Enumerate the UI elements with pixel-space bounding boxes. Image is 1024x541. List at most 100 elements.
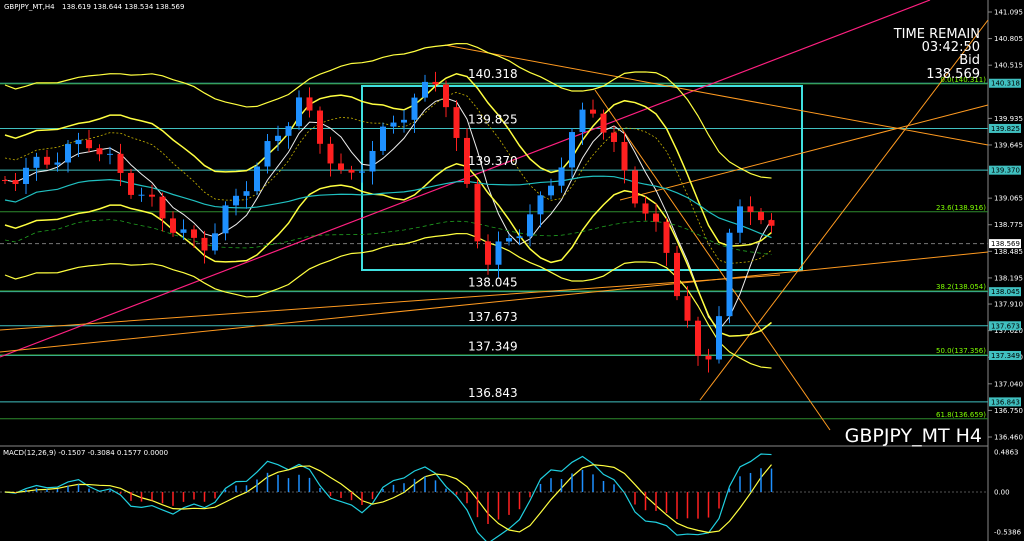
level-tag-text: 136.843 bbox=[991, 398, 1020, 406]
price-label: 138.775 bbox=[994, 221, 1023, 229]
trend-orange bbox=[619, 104, 989, 201]
price-label: 139.065 bbox=[994, 195, 1023, 203]
band-upper bbox=[4, 72, 772, 247]
candle-body bbox=[632, 170, 638, 204]
candle-body bbox=[411, 97, 418, 120]
level-tag-text: 138.045 bbox=[991, 288, 1020, 296]
level-label: 137.349 bbox=[468, 339, 518, 353]
quote: 138.619 138.644 138.534 138.569 bbox=[62, 3, 184, 11]
fib-label: 0.0(140.311) bbox=[940, 76, 986, 84]
candle-body bbox=[128, 172, 134, 195]
candle-body bbox=[453, 107, 460, 138]
trend-orange bbox=[699, 19, 989, 401]
candle-body bbox=[327, 143, 334, 164]
band-upper-wide bbox=[4, 43, 772, 179]
price-label: 137.620 bbox=[994, 327, 1023, 335]
candle-body bbox=[663, 221, 670, 253]
price-label: 136.750 bbox=[994, 407, 1023, 415]
candle-body bbox=[170, 218, 176, 233]
timer-time: 03:42:50 bbox=[922, 40, 980, 55]
candle-body bbox=[569, 132, 575, 168]
level-tag-text: 140.318 bbox=[991, 80, 1020, 88]
labels: 141.095 140.805 140.515 139.935 139.645 139.0… bbox=[468, 9, 1023, 537]
candle-body bbox=[191, 229, 197, 238]
candle-body bbox=[674, 252, 680, 297]
macd-axis-label: -0.5386 bbox=[994, 529, 1022, 537]
candle-body bbox=[23, 167, 29, 184]
timer-price: 138.569 bbox=[926, 67, 980, 82]
level-tag bbox=[989, 397, 1021, 407]
candle-body bbox=[474, 183, 481, 242]
candle-body bbox=[737, 206, 743, 233]
candle-body bbox=[296, 97, 302, 127]
ma-long bbox=[4, 219, 772, 256]
fib-label: 23.6(138.916) bbox=[936, 204, 986, 212]
candle-body bbox=[642, 203, 649, 214]
level-label: 140.318 bbox=[468, 67, 518, 81]
candle-body bbox=[264, 141, 271, 167]
ma-fast bbox=[4, 97, 772, 331]
macd-line bbox=[4, 453, 772, 541]
price-label: 137.040 bbox=[994, 380, 1023, 388]
candle-body bbox=[86, 139, 92, 149]
candle-body bbox=[285, 126, 292, 136]
candle-body bbox=[495, 241, 502, 265]
level-tag bbox=[989, 165, 1021, 175]
candle-body bbox=[527, 214, 533, 237]
candle-body bbox=[159, 196, 166, 219]
candle-body bbox=[579, 109, 586, 133]
candle-body bbox=[758, 211, 764, 221]
price-label: 138.485 bbox=[994, 248, 1023, 256]
candle-body bbox=[684, 296, 691, 321]
candle-body bbox=[65, 144, 71, 163]
candle-body bbox=[306, 97, 313, 111]
level-tag bbox=[989, 321, 1021, 331]
fib-label: 38.2(138.054) bbox=[936, 283, 986, 291]
candle-body bbox=[275, 135, 281, 142]
bid-tag-text: 138.569 bbox=[991, 240, 1020, 248]
candle-body bbox=[149, 194, 155, 197]
candle-body bbox=[317, 110, 323, 144]
candle-body bbox=[653, 213, 659, 222]
price-label: 139.935 bbox=[994, 115, 1023, 123]
timer-title: TIME REMAIN bbox=[893, 27, 980, 42]
candle-body bbox=[33, 156, 40, 168]
candle-body bbox=[12, 180, 19, 184]
macd-axis-label: 0.00 bbox=[994, 489, 1010, 497]
chart-name: GBPJPY_MT H4 bbox=[845, 425, 982, 447]
candle-body bbox=[537, 195, 544, 215]
bid-tag bbox=[989, 239, 1021, 249]
candle-body bbox=[464, 137, 470, 184]
candle-body bbox=[233, 195, 239, 206]
band-inner bbox=[4, 91, 772, 264]
candle-body bbox=[348, 169, 355, 173]
candle-body bbox=[254, 166, 260, 192]
candle-body bbox=[243, 191, 250, 196]
candle-body bbox=[222, 205, 229, 234]
candle-body bbox=[180, 229, 187, 233]
level-label: 139.825 bbox=[468, 112, 518, 126]
level-label: 138.045 bbox=[468, 276, 518, 290]
candles bbox=[2, 71, 775, 524]
candle-body bbox=[485, 241, 491, 265]
candle-body bbox=[338, 163, 344, 170]
macd-label: MACD(12,26,9) -0.1507 -0.3084 0.1577 0.0… bbox=[3, 449, 168, 457]
candle-body bbox=[443, 84, 449, 108]
price-label: 141.095 bbox=[994, 9, 1023, 17]
candle-body bbox=[44, 156, 50, 165]
candle-body bbox=[369, 150, 376, 172]
candle-body bbox=[705, 355, 712, 360]
candle-body bbox=[422, 81, 428, 98]
candle-body bbox=[107, 153, 113, 155]
trend-orange bbox=[594, 89, 831, 431]
candle-body bbox=[726, 232, 733, 317]
candle-body bbox=[401, 119, 407, 123]
level-tag-text: 137.673 bbox=[991, 322, 1020, 330]
band-lower bbox=[4, 162, 772, 337]
candle-body bbox=[201, 237, 208, 251]
candle-body bbox=[768, 220, 775, 226]
candle-body bbox=[548, 185, 554, 196]
candle-body bbox=[716, 316, 722, 360]
